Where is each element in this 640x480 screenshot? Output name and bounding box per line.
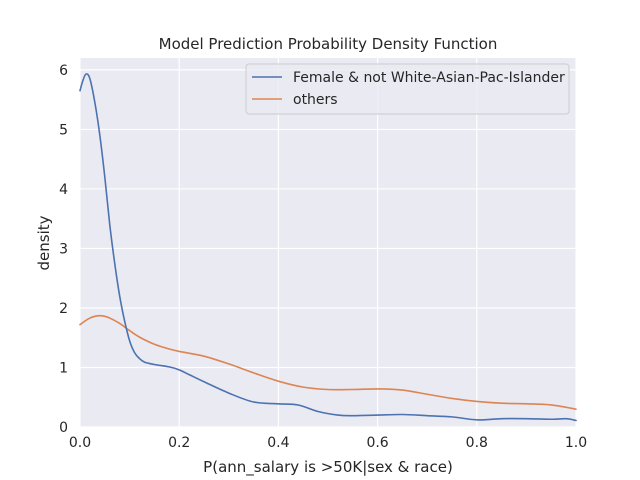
legend: Female & not White-Asian-Pac-Islander ot… <box>245 63 570 115</box>
legend-label-female-not-white-asian-pac-islander: Female & not White-Asian-Pac-Islander <box>293 70 565 86</box>
x-tick-label: 0.0 <box>69 435 91 451</box>
y-tick-label: 3 <box>59 241 68 257</box>
x-tick-label: 0.8 <box>466 435 488 451</box>
y-axis-label: density <box>35 215 53 270</box>
x-tick-label: 0.2 <box>168 435 190 451</box>
x-tick-label: 0.4 <box>267 435 289 451</box>
chart-title: Model Prediction Probability Density Fun… <box>159 35 498 53</box>
y-tick-label: 0 <box>59 420 68 436</box>
y-tick-label: 4 <box>59 182 68 198</box>
y-tick-label: 2 <box>59 301 68 317</box>
legend-label-others: others <box>293 92 338 108</box>
x-tick-label: 0.6 <box>366 435 388 451</box>
y-tick-label: 1 <box>59 360 68 376</box>
series-line-female-not-white-asian-pac-islander <box>79 73 577 422</box>
x-axis-label: P(ann_salary is >50K|sex & race) <box>203 458 453 477</box>
y-tick-label: 6 <box>59 63 68 79</box>
x-tick-label: 1.0 <box>565 435 587 451</box>
series-lines <box>79 73 577 422</box>
series-line-others <box>79 314 577 410</box>
grid-lines <box>79 58 577 428</box>
legend-box <box>245 63 570 115</box>
tick-labels: 0.0 0.2 0.4 0.6 0.8 1.0 0 1 2 3 4 5 6 <box>59 63 587 451</box>
y-tick-label: 5 <box>59 122 68 138</box>
